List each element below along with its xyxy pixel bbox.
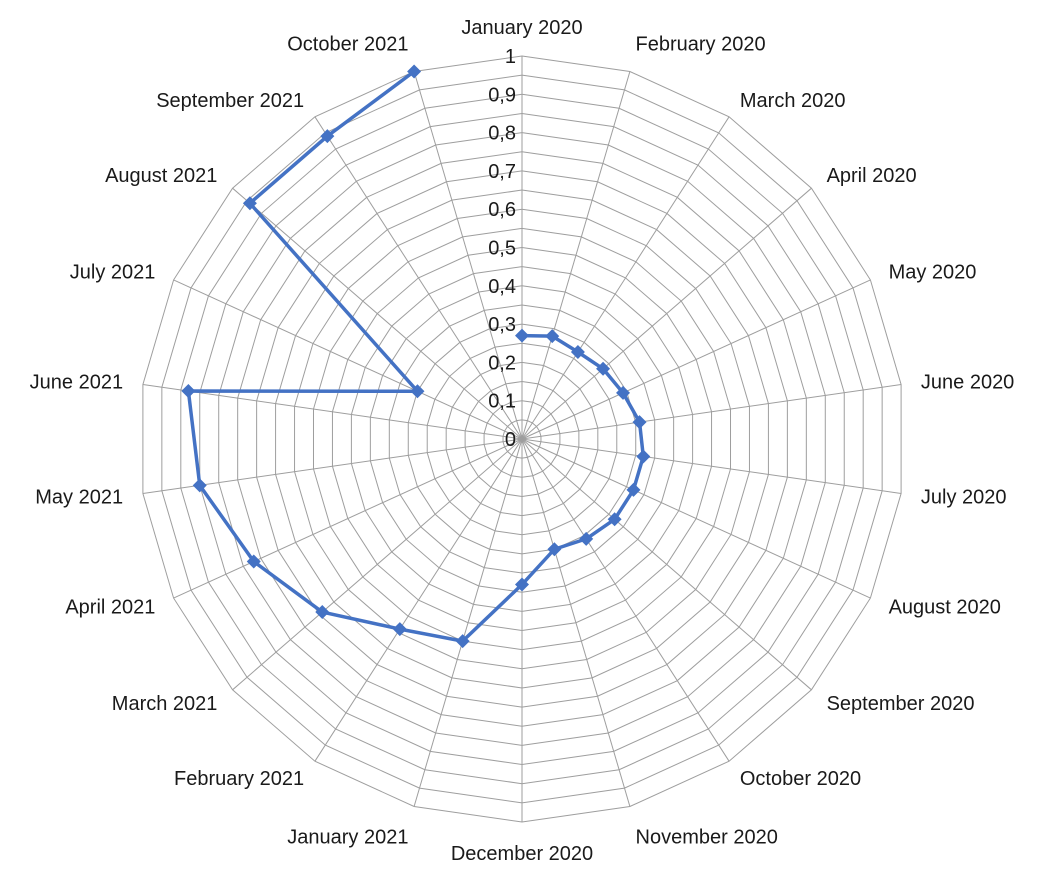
tick-label: 0,8 <box>488 123 516 145</box>
data-point-marker <box>392 622 407 637</box>
tick-label: 0,6 <box>488 199 516 221</box>
grid-spoke <box>232 438 523 691</box>
data-point-marker <box>192 478 207 493</box>
grid-spoke <box>314 438 523 762</box>
data-point-marker <box>410 384 425 399</box>
category-label: September 2020 <box>827 693 975 715</box>
category-label: March 2020 <box>740 90 846 112</box>
data-point-marker <box>579 531 594 546</box>
data-point-marker <box>616 385 631 400</box>
category-label: April 2020 <box>827 165 917 187</box>
grid-spoke <box>314 116 523 440</box>
data-point-marker <box>315 605 330 620</box>
data-point-marker <box>455 634 470 649</box>
category-label: February 2021 <box>174 768 304 790</box>
grid-spoke <box>142 438 523 495</box>
data-point-marker <box>242 196 257 211</box>
data-point-marker <box>626 482 641 497</box>
data-point-marker <box>515 328 529 343</box>
category-label: November 2020 <box>636 827 778 849</box>
series-layer <box>181 64 651 649</box>
grid-spoke <box>521 438 902 495</box>
category-label: June 2021 <box>30 372 123 394</box>
data-point-marker <box>320 129 335 144</box>
grid-spoke <box>521 438 871 599</box>
grid-spoke <box>173 279 523 440</box>
data-point-marker <box>607 512 622 527</box>
data-point-marker <box>545 329 560 344</box>
grid-spoke <box>521 279 871 440</box>
category-label: August 2020 <box>889 596 1001 618</box>
category-label: June 2020 <box>921 372 1014 394</box>
grid-spoke <box>413 71 523 440</box>
grid-spoke <box>232 187 523 440</box>
data-point-marker <box>570 345 585 360</box>
data-point-marker <box>636 449 651 464</box>
grid-spoke <box>521 438 812 691</box>
category-label: April 2021 <box>65 596 155 618</box>
category-label: October 2020 <box>740 768 861 790</box>
grid-spoke <box>413 438 523 807</box>
data-point-marker <box>246 554 261 569</box>
grid-spoke <box>521 116 730 440</box>
category-label: May 2020 <box>889 262 977 284</box>
grid-spoke <box>521 383 902 440</box>
grid-layer <box>142 55 902 823</box>
tick-label: 0,7 <box>488 161 516 183</box>
category-label: March 2021 <box>112 693 218 715</box>
tick-label: 1 <box>505 46 516 68</box>
category-label: October 2021 <box>287 33 408 55</box>
category-label: August 2021 <box>105 165 217 187</box>
grid-spoke <box>173 438 523 599</box>
category-label: May 2021 <box>35 486 123 508</box>
data-point-marker <box>181 384 196 399</box>
category-label: July 2020 <box>921 486 1007 508</box>
tick-label: 0 <box>505 429 516 451</box>
category-label: December 2020 <box>451 843 593 865</box>
data-point-marker <box>407 64 422 79</box>
tick-label: 0,1 <box>488 391 516 413</box>
data-point-marker <box>632 415 647 430</box>
tick-label: 0,5 <box>488 238 516 260</box>
category-label: July 2021 <box>70 262 156 284</box>
tick-label: 0,3 <box>488 314 516 336</box>
tick-label: 0,9 <box>488 84 516 106</box>
grid-spoke <box>142 383 523 440</box>
category-label: January 2020 <box>461 17 582 39</box>
tick-label: 0,2 <box>488 352 516 374</box>
category-label: February 2020 <box>636 33 766 55</box>
series-line <box>186 70 646 643</box>
grid-spoke <box>521 187 812 440</box>
category-label: September 2021 <box>156 90 304 112</box>
category-labels: January 2020 February 2020 March 2020 April… <box>30 17 1015 865</box>
grid-spoke <box>521 438 730 762</box>
grid-spoke <box>521 71 631 440</box>
tick-labels: 0 0,1 0,2 0,3 0,4 0,5 0,6 0,7 0,8 0,9 1 <box>488 46 516 451</box>
grid-spoke <box>521 438 631 807</box>
data-point-marker <box>596 361 611 376</box>
data-point-marker <box>547 542 562 557</box>
category-label: January 2021 <box>287 827 408 849</box>
data-point-marker <box>515 577 529 592</box>
tick-label: 0,4 <box>488 276 516 298</box>
